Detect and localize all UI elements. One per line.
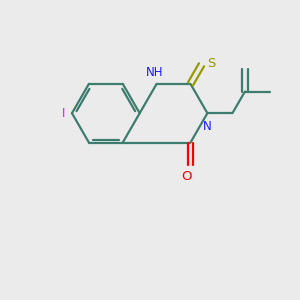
Text: S: S	[207, 57, 215, 70]
Text: N: N	[203, 120, 212, 133]
Text: NH: NH	[146, 66, 163, 79]
Text: I: I	[62, 107, 65, 120]
Text: O: O	[182, 170, 192, 183]
